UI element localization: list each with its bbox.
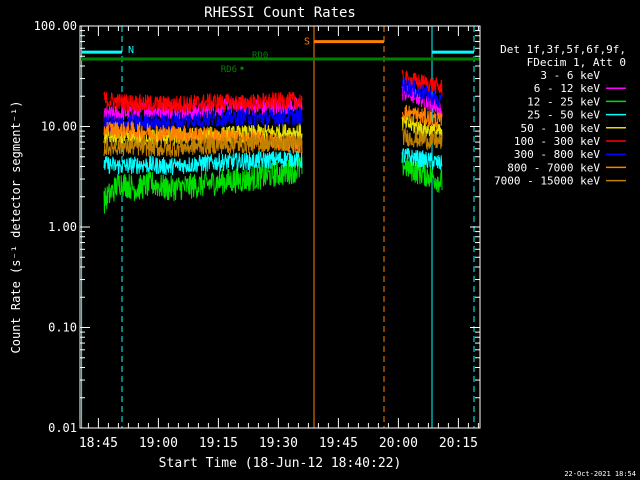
series-line-6-segment-0 bbox=[103, 107, 303, 133]
legend: Det 1f,3f,5f,6f,9f,FDecim 1, Att 03 - 6 … bbox=[494, 43, 626, 188]
x-tick-label-4: 19:45 bbox=[319, 436, 358, 451]
footer-timestamp: 22-Oct-2021 18:54 bbox=[564, 470, 636, 478]
legend-label-1: 6 - 12 keV bbox=[534, 82, 601, 95]
legend-label-2: 12 - 25 keV bbox=[527, 95, 600, 108]
series-line-5-segment-0 bbox=[103, 91, 303, 113]
flag-marker-0 bbox=[246, 57, 250, 61]
chart-title: RHESSI Count Rates bbox=[204, 5, 356, 21]
y-tick-label-0: 100.00 bbox=[34, 19, 77, 33]
y-tick-label-3: 0.10 bbox=[48, 321, 77, 335]
plot-content: N S RD0 RD6 bbox=[80, 26, 480, 428]
series-line-7-segment-1 bbox=[401, 104, 443, 129]
legend-label-3: 25 - 50 keV bbox=[527, 109, 600, 122]
flag-marker-label-1: RD6 bbox=[221, 65, 237, 75]
x-tick-label-6: 20:15 bbox=[439, 436, 478, 451]
series-line-8-segment-1 bbox=[401, 127, 443, 151]
x-tick-label-0: 18:45 bbox=[79, 436, 118, 451]
x-tick-label-3: 19:30 bbox=[259, 436, 298, 451]
night-bar-label-0: N bbox=[128, 45, 134, 56]
legend-label-6: 300 - 800 keV bbox=[514, 148, 600, 161]
series-line-3-segment-1 bbox=[401, 148, 443, 171]
y-tick-label-2: 1.00 bbox=[48, 220, 77, 234]
series-line-4-segment-0 bbox=[103, 123, 303, 148]
legend-header-line-1: FDecim 1, Att 0 bbox=[527, 56, 626, 69]
x-tick-label-5: 20:00 bbox=[379, 436, 418, 451]
saa-bar-label-0: S bbox=[304, 37, 310, 48]
series-line-2-segment-0 bbox=[103, 157, 303, 214]
y-axis-label: Count Rate (s⁻¹ detector segment⁻¹) bbox=[9, 101, 23, 354]
series-line-8-segment-0 bbox=[103, 133, 303, 158]
legend-header-line-0: Det 1f,3f,5f,6f,9f, bbox=[500, 43, 626, 56]
legend-label-7: 800 - 7000 keV bbox=[507, 161, 600, 174]
x-axis-label: Start Time (18-Jun-12 18:40:22) bbox=[159, 456, 402, 471]
legend-label-5: 100 - 300 keV bbox=[514, 135, 600, 148]
flag-marker-label-0: RD0 bbox=[252, 51, 268, 61]
legend-label-0: 3 - 6 keV bbox=[540, 69, 600, 82]
legend-label-8: 7000 - 15000 keV bbox=[494, 175, 600, 188]
y-tick-label-1: 10.00 bbox=[41, 120, 77, 134]
series-line-6-segment-1 bbox=[401, 77, 443, 109]
x-tick-label-1: 19:00 bbox=[139, 436, 178, 451]
x-tick-label-2: 19:15 bbox=[199, 436, 238, 451]
y-tick-label-4: 0.01 bbox=[48, 421, 77, 435]
legend-label-4: 50 - 100 keV bbox=[521, 122, 601, 135]
series-line-3-segment-0 bbox=[103, 149, 303, 176]
series-line-2-segment-1 bbox=[401, 152, 443, 193]
flag-marker-1 bbox=[240, 66, 244, 70]
